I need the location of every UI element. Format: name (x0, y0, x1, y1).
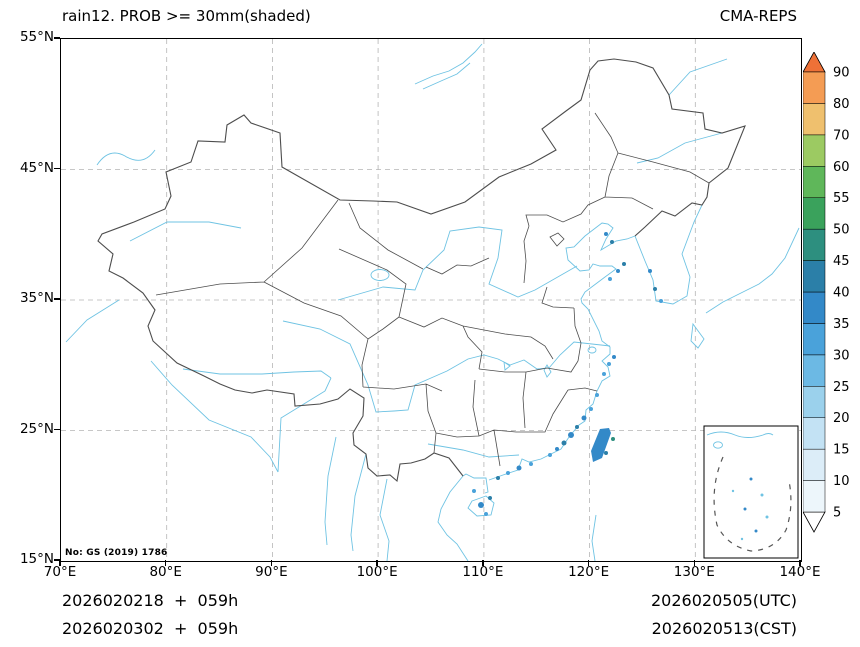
gridlines (61, 39, 801, 561)
x-axis-tick (59, 560, 61, 566)
colorbar-segment (803, 291, 826, 324)
y-tick-label: 55°N (19, 29, 54, 45)
valid-time-utc: 2026020505(UTC) (651, 591, 797, 610)
y-tick-label: 35°N (19, 290, 54, 306)
rivers-path (129, 132, 723, 458)
colorbar-label: 55 (833, 191, 850, 206)
x-tick-label: 140°E (779, 564, 821, 580)
colorbar-segment (803, 228, 826, 261)
colorbar-segment (803, 103, 826, 136)
colorbar-segment (803, 354, 826, 387)
init-time-utc: 2026020218 + 059h (62, 591, 239, 610)
colorbar-label: 20 (833, 411, 850, 426)
colorbar-label: 30 (833, 348, 850, 363)
x-axis-tick (693, 560, 696, 566)
y-tick-label: 15°N (19, 551, 54, 567)
y-tick-label: 45°N (19, 159, 54, 176)
map-plot-area: No: GS (2019) 1786 (60, 38, 802, 562)
scs-inset-coast (706, 431, 774, 438)
taihu-lake (587, 346, 597, 354)
colorbar-segment (803, 166, 826, 198)
model-name: CMA-REPS (719, 7, 797, 25)
x-axis-tick (587, 560, 590, 566)
foreign-water-path (65, 43, 800, 561)
colorbar-segment (803, 386, 826, 418)
colorbar-segment (803, 417, 826, 450)
colorbar-label: 45 (833, 254, 850, 269)
colorbar-label: 70 (833, 128, 850, 143)
colorbar-segment (803, 134, 826, 167)
map-license-note: No: GS (2019) 1786 (65, 548, 168, 558)
scs-dash-line (713, 456, 792, 552)
y-axis-tick (54, 559, 60, 561)
china-map-svg (61, 39, 801, 561)
colorbar-label: 15 (833, 443, 850, 458)
x-tick-label: 100°E (356, 564, 398, 580)
colorbar-label: 35 (833, 317, 850, 332)
colorbar-segment (803, 260, 826, 293)
colorbar: 5 10 15 20 25 30 35 40 45 50 55 60 70 80 90 (803, 52, 850, 533)
x-tick-label: 90°E (255, 564, 288, 580)
colorbar-label: 40 (833, 286, 850, 301)
coastline-path (462, 222, 636, 517)
x-tick-label: 80°E (149, 564, 182, 580)
colorbar-label: 10 (833, 474, 850, 489)
colorbar-over-arrow (803, 52, 826, 73)
province-borders-path (155, 112, 710, 467)
y-axis-tick (54, 167, 60, 170)
colorbar-label: 25 (833, 380, 850, 395)
china-border-path (97, 58, 746, 483)
x-tick-label: 70°E (43, 564, 77, 580)
probability-shading (472, 232, 663, 516)
x-axis-tick (270, 560, 273, 566)
colorbar-label: 60 (833, 160, 850, 175)
y-axis-tick (54, 428, 60, 431)
colorbar-segment (803, 71, 826, 104)
x-tick-label: 130°E (673, 564, 715, 580)
x-axis-tick (482, 560, 484, 566)
scs-inset (703, 425, 799, 559)
colorbar-label: 5 (833, 506, 841, 521)
colorbar-label: 50 (833, 223, 850, 238)
y-axis-tick (54, 37, 60, 39)
colorbar-label: 80 (833, 97, 850, 112)
x-axis-tick (164, 560, 167, 566)
colorbar-segment (803, 197, 826, 230)
init-time-cst: 2026020302 + 059h (62, 619, 239, 638)
x-axis-tick (799, 560, 801, 566)
valid-time-cst: 2026020513(CST) (651, 619, 797, 638)
colorbar-segment (803, 480, 826, 513)
y-tick-label: 25°N (19, 420, 54, 437)
colorbar-segment (803, 448, 826, 481)
colorbar-segment (803, 323, 826, 356)
colorbar-under-arrow (803, 511, 826, 533)
x-tick-label: 120°E (568, 564, 610, 580)
colorbar-label: 90 (833, 66, 850, 81)
plot-title: rain12. PROB >= 30mm(shaded) (62, 7, 311, 25)
y-axis-tick (54, 298, 60, 300)
x-tick-label: 110°E (462, 564, 504, 580)
qinghai-lake (370, 269, 390, 281)
x-axis-tick (376, 560, 378, 566)
